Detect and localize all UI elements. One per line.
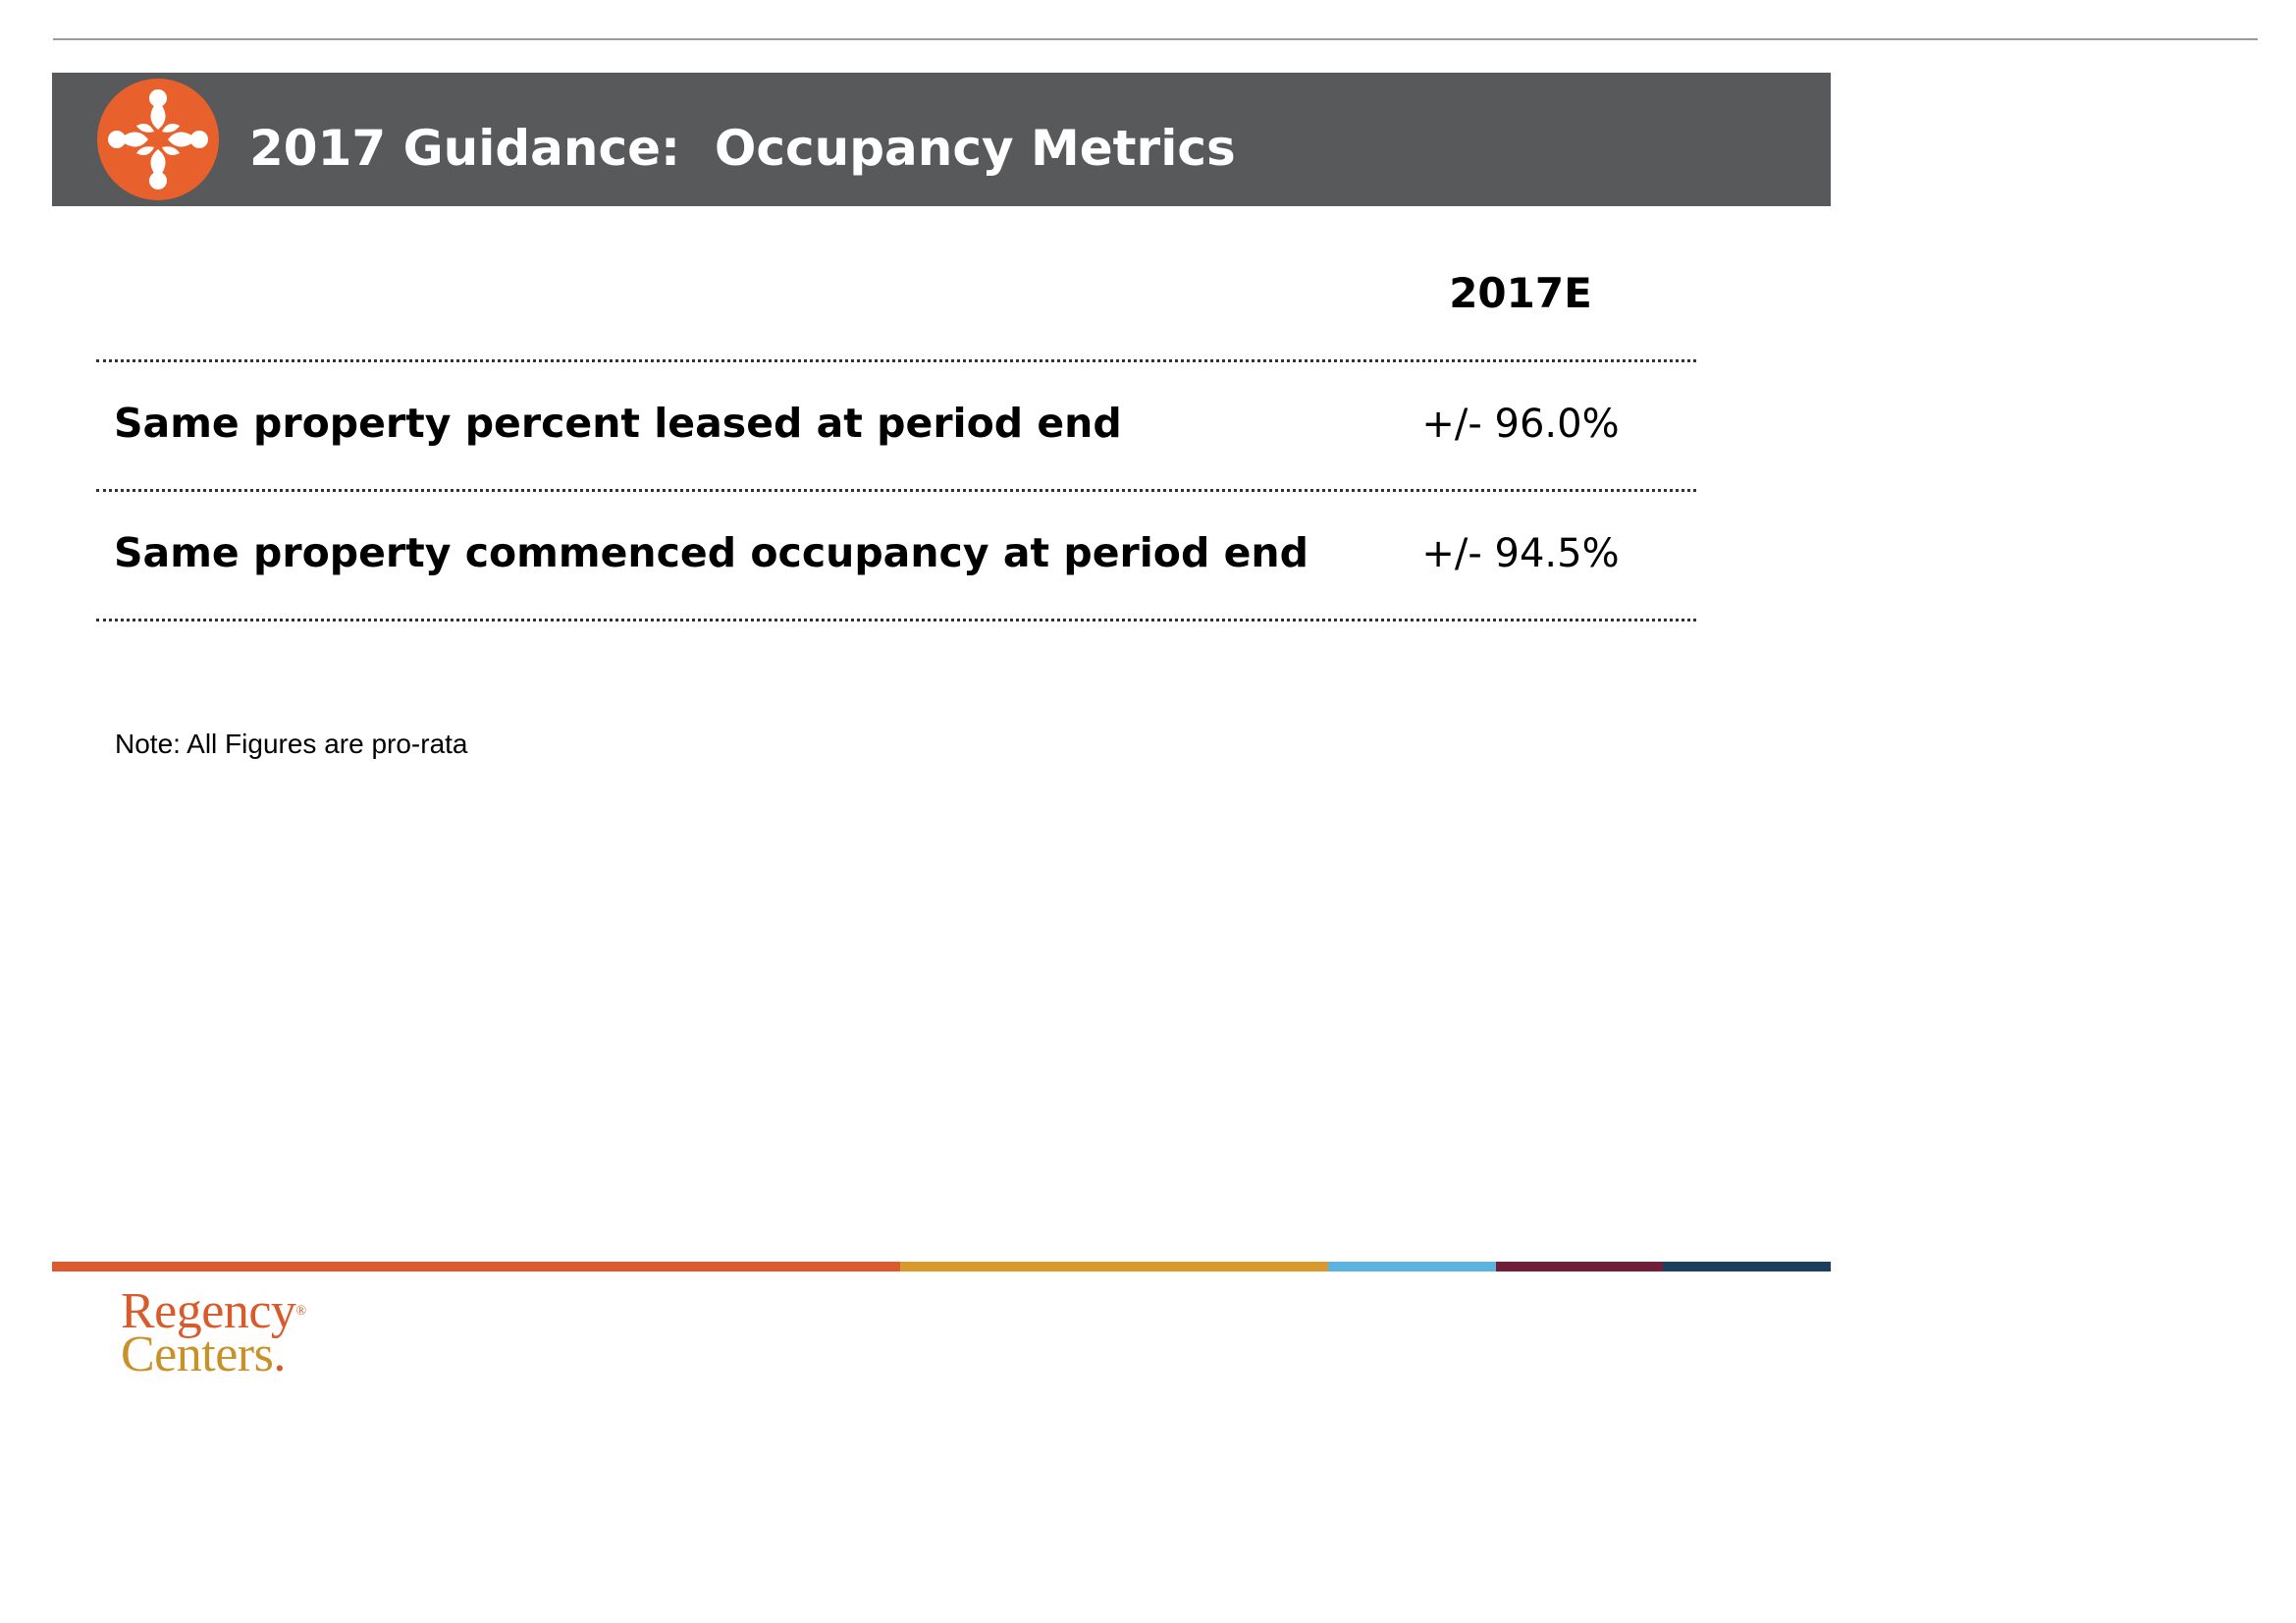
column-header-2017e: 2017E [1449, 269, 1592, 317]
page-title: 2017 Guidance: Occupancy Metrics [249, 120, 1236, 177]
top-rule [53, 38, 2258, 40]
brand-line-1: Regency® [121, 1283, 306, 1339]
brand-line-2: Centers. [121, 1326, 286, 1382]
row-value-percent-leased: +/- 96.0% [1421, 402, 1620, 447]
table-rule-top [96, 359, 1696, 362]
footer-stripe-maroon [1496, 1262, 1663, 1271]
regency-centers-logo: Regency® Centers. [121, 1283, 306, 1382]
table-rule-bottom [96, 619, 1696, 622]
table-rule-middle [96, 489, 1696, 492]
footer-stripe-navy [1663, 1262, 1831, 1271]
row-value-commenced-occupancy: +/- 94.5% [1421, 531, 1620, 576]
footer-stripe-blue [1328, 1262, 1496, 1271]
regency-quatrefoil-icon [97, 79, 219, 200]
footer-stripe-orange [52, 1262, 900, 1271]
footnote: Note: All Figures are pro-rata [115, 729, 468, 759]
header-bar: 2017 Guidance: Occupancy Metrics [52, 73, 1831, 206]
slide: 2017 Guidance: Occupancy Metrics 2017E S… [52, 73, 1831, 1398]
row-label-percent-leased: Same property percent leased at period e… [114, 400, 1122, 447]
footer-stripe-gold [900, 1262, 1328, 1271]
row-label-commenced-occupancy: Same property commenced occupancy at per… [114, 529, 1308, 576]
